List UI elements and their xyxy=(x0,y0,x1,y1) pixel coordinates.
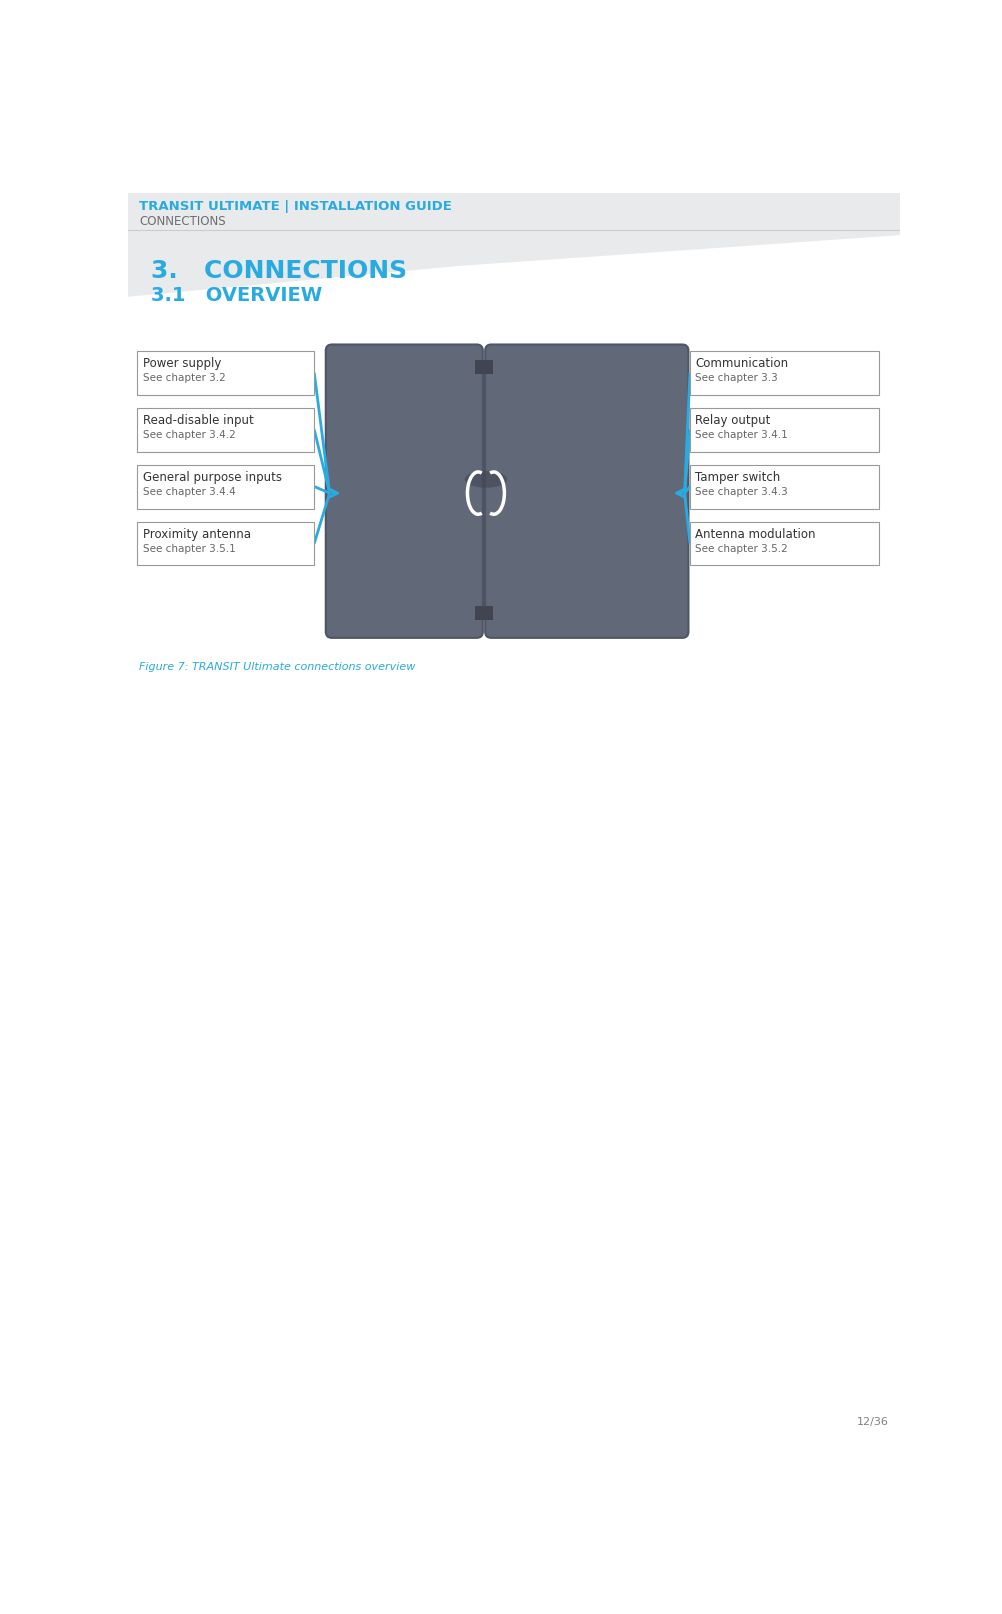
Bar xyxy=(475,607,492,621)
Bar xyxy=(137,465,314,508)
Polygon shape xyxy=(128,194,900,297)
Bar xyxy=(689,352,878,395)
Text: See chapter 3.5.1: See chapter 3.5.1 xyxy=(142,544,235,554)
Text: 12/36: 12/36 xyxy=(856,1417,888,1427)
Text: See chapter 3.4.1: See chapter 3.4.1 xyxy=(694,429,788,441)
FancyBboxPatch shape xyxy=(485,345,687,639)
Text: Relay output: Relay output xyxy=(694,413,770,426)
Bar xyxy=(689,523,878,567)
Text: Antenna modulation: Antenna modulation xyxy=(694,528,815,541)
Bar xyxy=(476,374,491,608)
Bar xyxy=(137,352,314,395)
Text: Tamper switch: Tamper switch xyxy=(694,471,780,484)
Bar xyxy=(689,465,878,508)
Text: 3.1   OVERVIEW: 3.1 OVERVIEW xyxy=(151,286,322,305)
Text: Read-disable input: Read-disable input xyxy=(142,413,254,426)
Text: Figure 7: TRANSIT Ultimate connections overview: Figure 7: TRANSIT Ultimate connections o… xyxy=(139,662,416,671)
Text: Communication: Communication xyxy=(694,357,788,370)
Text: See chapter 3.4.2: See chapter 3.4.2 xyxy=(142,429,235,441)
Text: See chapter 3.4.4: See chapter 3.4.4 xyxy=(142,487,235,497)
Text: CONNECTIONS: CONNECTIONS xyxy=(139,215,225,228)
Text: See chapter 3.4.3: See chapter 3.4.3 xyxy=(694,487,788,497)
Ellipse shape xyxy=(464,471,507,489)
Text: Proximity antenna: Proximity antenna xyxy=(142,528,250,541)
Bar xyxy=(475,360,492,374)
Bar xyxy=(137,408,314,452)
Bar xyxy=(137,523,314,567)
Text: General purpose inputs: General purpose inputs xyxy=(142,471,282,484)
Text: See chapter 3.3: See chapter 3.3 xyxy=(694,373,778,383)
Text: TRANSIT ULTIMATE | INSTALLATION GUIDE: TRANSIT ULTIMATE | INSTALLATION GUIDE xyxy=(139,200,452,213)
Text: Power supply: Power supply xyxy=(142,357,220,370)
Bar xyxy=(689,408,878,452)
Text: See chapter 3.5.2: See chapter 3.5.2 xyxy=(694,544,788,554)
FancyBboxPatch shape xyxy=(326,345,482,639)
Text: See chapter 3.2: See chapter 3.2 xyxy=(142,373,225,383)
Text: 3.   CONNECTIONS: 3. CONNECTIONS xyxy=(151,260,407,282)
